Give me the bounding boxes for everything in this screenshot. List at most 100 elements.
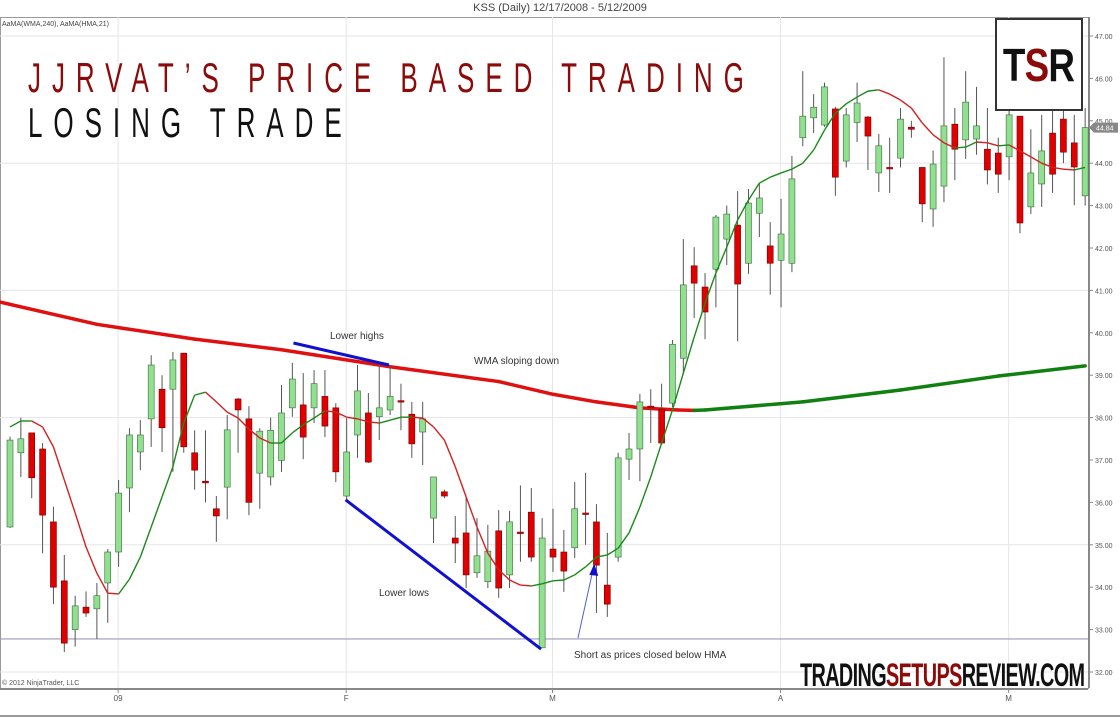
hma-21-segment <box>759 176 771 184</box>
candle-body <box>451 537 459 544</box>
candle-body <box>690 265 698 284</box>
candle-body <box>984 148 991 171</box>
candle <box>462 496 470 589</box>
candle <box>614 452 622 562</box>
candle-body <box>354 390 361 436</box>
candle-body <box>104 551 112 584</box>
candle-body <box>842 114 850 162</box>
candle-body <box>647 405 655 409</box>
candle-body <box>680 284 687 359</box>
candle <box>951 108 959 181</box>
hma-21-segment <box>834 103 847 114</box>
hma-21-segment <box>889 93 901 101</box>
hma-21-segment <box>900 99 912 109</box>
hma-21-segment <box>998 144 1010 147</box>
hma-21-segment <box>943 142 956 149</box>
candle-body <box>799 115 807 139</box>
hma-21-segment <box>422 417 434 428</box>
candle <box>191 430 198 490</box>
candle <box>690 247 698 318</box>
candle-body <box>538 537 546 649</box>
hma-21-segment <box>85 546 98 574</box>
candle-body <box>82 606 90 614</box>
hma-21-segment <box>443 439 456 468</box>
hma-21-segment <box>520 584 532 587</box>
x-tick-label: F <box>344 694 349 703</box>
candle <box>918 167 926 223</box>
candle <box>60 554 68 653</box>
y-tick-label: 46.00 <box>1095 76 1113 83</box>
candle-body <box>875 145 883 174</box>
hma-21-segment <box>704 272 717 304</box>
candle-body <box>897 118 904 159</box>
candle-body <box>71 605 79 630</box>
candle <box>71 595 79 647</box>
hma-21-segment <box>585 556 597 568</box>
candle <box>343 418 350 500</box>
candle-body <box>506 521 513 576</box>
candle-body <box>310 383 318 409</box>
candle <box>929 150 937 227</box>
hma-21-segment <box>63 479 76 514</box>
hma-21-segment <box>509 579 521 586</box>
wma-240-segment <box>279 348 392 369</box>
candle-body <box>169 359 177 390</box>
candle-body <box>484 550 492 582</box>
wma-240-segment <box>95 322 197 341</box>
candle <box>647 389 655 444</box>
hma-21-segment <box>682 336 695 374</box>
candle-body <box>810 106 817 119</box>
candle <box>886 137 893 193</box>
y-tick-label: 37.00 <box>1095 458 1113 465</box>
candle-body <box>918 167 926 205</box>
candle <box>1070 114 1078 206</box>
trend-annotation-line <box>344 498 542 651</box>
candle <box>810 94 817 134</box>
wma-240-segment <box>703 400 805 412</box>
candle-body <box>832 108 839 178</box>
x-tick-label: A <box>778 694 784 703</box>
candle <box>6 436 14 528</box>
candle-body <box>93 595 101 610</box>
candle <box>723 205 731 265</box>
wma-240-segment <box>594 400 642 410</box>
hma-21-segment <box>617 532 630 549</box>
annotation-lower-lows: Lower lows <box>379 588 430 599</box>
candle-body <box>245 418 253 503</box>
candle <box>560 529 568 592</box>
hma-21-segment <box>671 372 684 411</box>
y-tick-label: 44.00 <box>1095 161 1113 168</box>
candle <box>853 82 861 142</box>
candle <box>821 82 828 127</box>
candle-body <box>419 418 426 433</box>
hma-21-segment <box>726 219 739 248</box>
candle <box>147 355 155 447</box>
hma-21-segment <box>379 419 391 424</box>
candle <box>777 198 785 308</box>
hma-21-segment <box>1041 162 1053 169</box>
candle <box>745 189 752 274</box>
candle <box>354 365 361 458</box>
x-tick-label: 09 <box>114 694 123 703</box>
trend-annotation-line <box>293 341 390 367</box>
hma-21-segment <box>107 592 119 595</box>
candle <box>680 239 687 374</box>
y-tick-label: 32.00 <box>1095 670 1113 677</box>
headline-subtitle: LOSING TRADE <box>28 99 353 146</box>
candle <box>158 375 166 452</box>
candle <box>234 398 242 453</box>
candle <box>223 415 231 520</box>
hma-21-segment <box>454 466 467 498</box>
candle-body <box>625 448 633 460</box>
hma-21-segment <box>281 432 293 444</box>
hma-21-segment <box>813 129 826 151</box>
hma-21-segment <box>791 162 804 170</box>
candle <box>365 393 372 463</box>
candle <box>39 443 46 554</box>
candle <box>430 476 437 544</box>
y-tick-label: 41.00 <box>1095 288 1113 295</box>
candle-body <box>126 434 133 489</box>
candle <box>28 432 36 499</box>
candle-body <box>614 457 622 558</box>
